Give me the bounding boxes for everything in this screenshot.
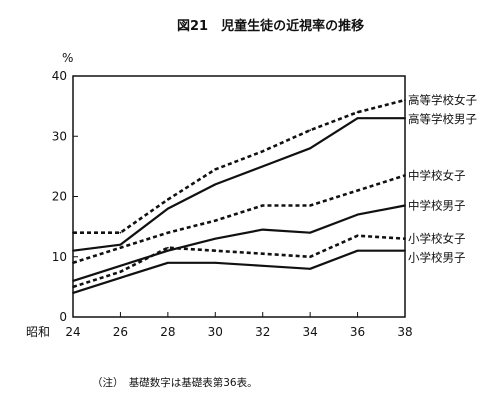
series-line — [73, 98, 406, 234]
data-point — [119, 246, 122, 249]
data-point — [214, 261, 217, 264]
x-tick-label: 24 — [65, 325, 80, 339]
x-tick-label: 38 — [397, 325, 412, 339]
data-point — [261, 204, 264, 207]
data-point — [261, 264, 264, 267]
x-tick-label: 36 — [350, 325, 365, 339]
data-point — [72, 231, 74, 234]
series-line — [72, 117, 405, 252]
series-label: 中学校男子 — [408, 199, 466, 213]
data-point — [404, 99, 406, 101]
data-point — [166, 246, 169, 249]
data-point — [404, 249, 406, 252]
data-point — [261, 165, 264, 168]
data-point — [404, 237, 406, 240]
y-axis: 0 10 20 30 40 — [52, 69, 78, 324]
y-tick-label: 30 — [52, 129, 67, 143]
chart-title: 図21 児童生徒の近視率の推移 — [177, 18, 364, 34]
x-tick-label: 26 — [113, 325, 128, 339]
plot-frame — [72, 75, 406, 318]
data-point — [261, 150, 264, 153]
data-point — [214, 219, 217, 222]
x-tick-label: 32 — [255, 325, 270, 339]
data-point — [166, 207, 169, 210]
data-point — [356, 213, 359, 216]
data-point — [72, 279, 74, 282]
data-point — [166, 231, 169, 234]
y-tick-label: 20 — [52, 190, 67, 204]
data-point — [72, 249, 74, 252]
data-point — [356, 189, 359, 192]
data-point — [119, 231, 122, 234]
series-line — [72, 234, 406, 289]
data-point — [214, 249, 217, 252]
data-point — [356, 111, 359, 114]
data-point — [166, 198, 169, 201]
y-tick-label: 10 — [52, 250, 67, 264]
data-point — [404, 174, 406, 177]
data-point — [309, 129, 312, 132]
x-tick-label: 30 — [208, 325, 223, 339]
y-tick-label: 40 — [52, 69, 67, 83]
y-axis-unit: % — [62, 51, 73, 65]
data-point — [309, 267, 312, 270]
series-label: 中学校女子 — [408, 168, 466, 182]
data-point — [261, 252, 264, 255]
data-point — [214, 183, 217, 186]
series-line — [72, 249, 405, 294]
data-point — [119, 243, 122, 246]
data-point — [214, 168, 217, 171]
data-point — [119, 264, 122, 267]
series-label: 高等学校女子 — [408, 93, 477, 107]
x-era-label: 昭和 — [26, 325, 50, 339]
series-label: 高等学校男子 — [408, 112, 477, 126]
data-point — [356, 249, 359, 252]
series-line — [72, 174, 406, 265]
series-line — [72, 204, 406, 282]
data-point — [309, 231, 312, 234]
data-point — [214, 237, 217, 240]
data-point — [356, 234, 359, 237]
x-tick-label: 34 — [303, 325, 318, 339]
data-point — [356, 117, 359, 120]
series-lines — [72, 98, 406, 294]
data-point — [119, 270, 122, 273]
y-tick-label: 0 — [59, 310, 67, 324]
series-label: 小学校男子 — [408, 251, 466, 265]
x-axis: 24 26 28 30 32 34 36 38 — [65, 312, 413, 339]
data-point — [404, 204, 406, 207]
data-point — [261, 228, 264, 231]
data-point — [309, 255, 312, 258]
data-point — [72, 261, 74, 264]
data-point — [72, 292, 74, 294]
footnote: （注） 基礎数字は基礎表第36表。 — [92, 376, 258, 389]
data-point — [404, 117, 406, 120]
data-point — [72, 285, 74, 288]
data-point — [119, 276, 122, 279]
data-point — [166, 261, 169, 264]
data-point — [309, 147, 312, 150]
series-label: 小学校女子 — [408, 232, 466, 246]
x-tick-label: 28 — [160, 325, 175, 339]
data-point — [309, 204, 312, 207]
data-point — [166, 249, 169, 252]
